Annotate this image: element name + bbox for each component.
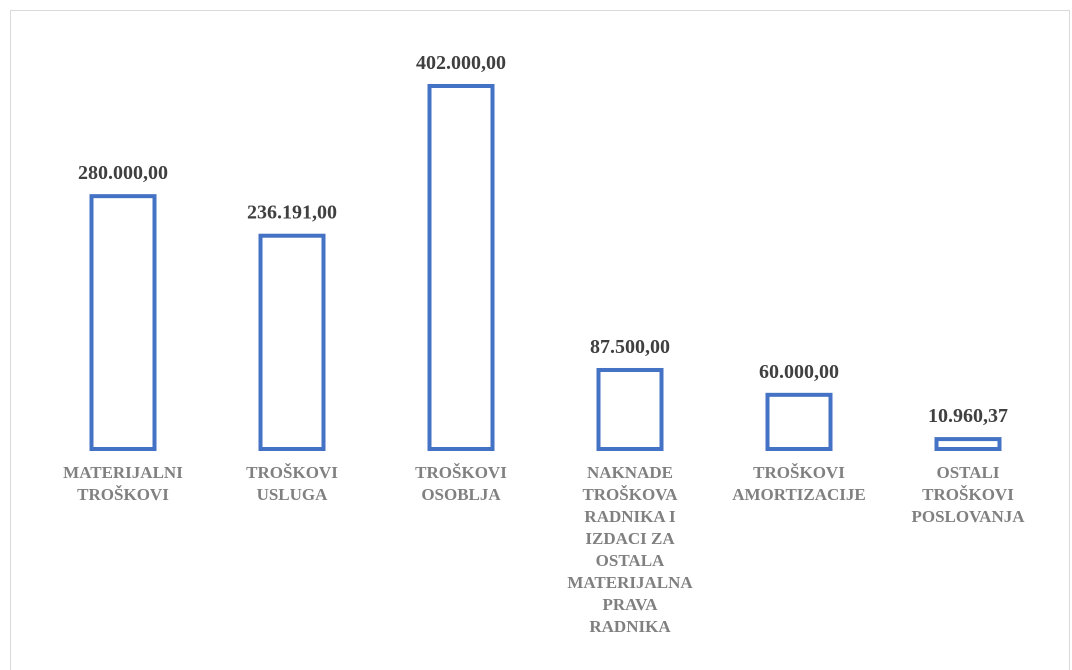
category-label-0: MATERIJALNI TROŠKOVI bbox=[63, 463, 183, 504]
bar-3 bbox=[596, 367, 664, 451]
category-label-0-line-0: MATERIJALNI bbox=[63, 463, 183, 482]
value-label-1: 236.191,00 bbox=[247, 202, 337, 224]
value-labels-group: 280.000,00 236.191,00 402.000,00 87.500,00 6… bbox=[78, 52, 1008, 427]
category-label-3-line-1: TROŠKOVA bbox=[582, 485, 678, 504]
category-label-1-line-1: USLUGA bbox=[257, 485, 329, 504]
category-label-3-line-5: MATERIJALNA bbox=[567, 573, 693, 592]
category-label-3-line-7: RADNIKA bbox=[589, 617, 671, 636]
category-label-2: TROŠKOVI OSOBLJA bbox=[415, 463, 507, 504]
category-label-2-line-0: TROŠKOVI bbox=[415, 463, 507, 482]
value-label-3: 87.500,00 bbox=[590, 336, 670, 358]
category-label-3-line-0: NAKNADE bbox=[587, 463, 673, 482]
value-label-4: 60.000,00 bbox=[759, 361, 839, 383]
category-label-3-line-2: RADNIKA I bbox=[584, 507, 676, 526]
bar-5 bbox=[934, 437, 1002, 451]
category-label-5: OSTALI TROŠKOVI POSLOVANJA bbox=[911, 463, 1025, 526]
value-label-0: 280.000,00 bbox=[78, 162, 168, 184]
category-label-4-line-1: AMORTIZACIJE bbox=[732, 485, 866, 504]
chart-frame bbox=[10, 10, 1070, 670]
value-label-2: 402.000,00 bbox=[416, 52, 506, 74]
category-label-3-line-3: IZDACI ZA bbox=[585, 529, 675, 548]
category-label-3-line-6: PRAVA bbox=[602, 595, 658, 614]
bar-4 bbox=[765, 392, 833, 451]
category-label-4-line-0: TROŠKOVI bbox=[753, 463, 845, 482]
category-label-4: TROŠKOVI AMORTIZACIJE bbox=[732, 463, 866, 504]
bar-1 bbox=[258, 233, 326, 451]
category-label-1-line-0: TROŠKOVI bbox=[246, 463, 338, 482]
bar-2 bbox=[427, 84, 495, 451]
bar-0 bbox=[89, 194, 157, 451]
category-label-5-line-2: POSLOVANJA bbox=[911, 507, 1025, 526]
bars-group bbox=[89, 84, 1002, 451]
category-label-0-line-1: TROŠKOVI bbox=[77, 485, 169, 504]
category-label-5-line-0: OSTALI bbox=[937, 463, 1000, 482]
category-label-3-line-4: OSTALA bbox=[596, 551, 665, 570]
value-label-5: 10.960,37 bbox=[928, 405, 1008, 427]
category-label-3: NAKNADE TROŠKOVA RADNIKA I IZDACI ZA OSTALA M… bbox=[567, 463, 693, 636]
category-label-2-line-1: OSOBLJA bbox=[421, 485, 501, 504]
category-label-1: TROŠKOVI USLUGA bbox=[246, 463, 338, 504]
category-label-5-line-1: TROŠKOVI bbox=[922, 485, 1014, 504]
